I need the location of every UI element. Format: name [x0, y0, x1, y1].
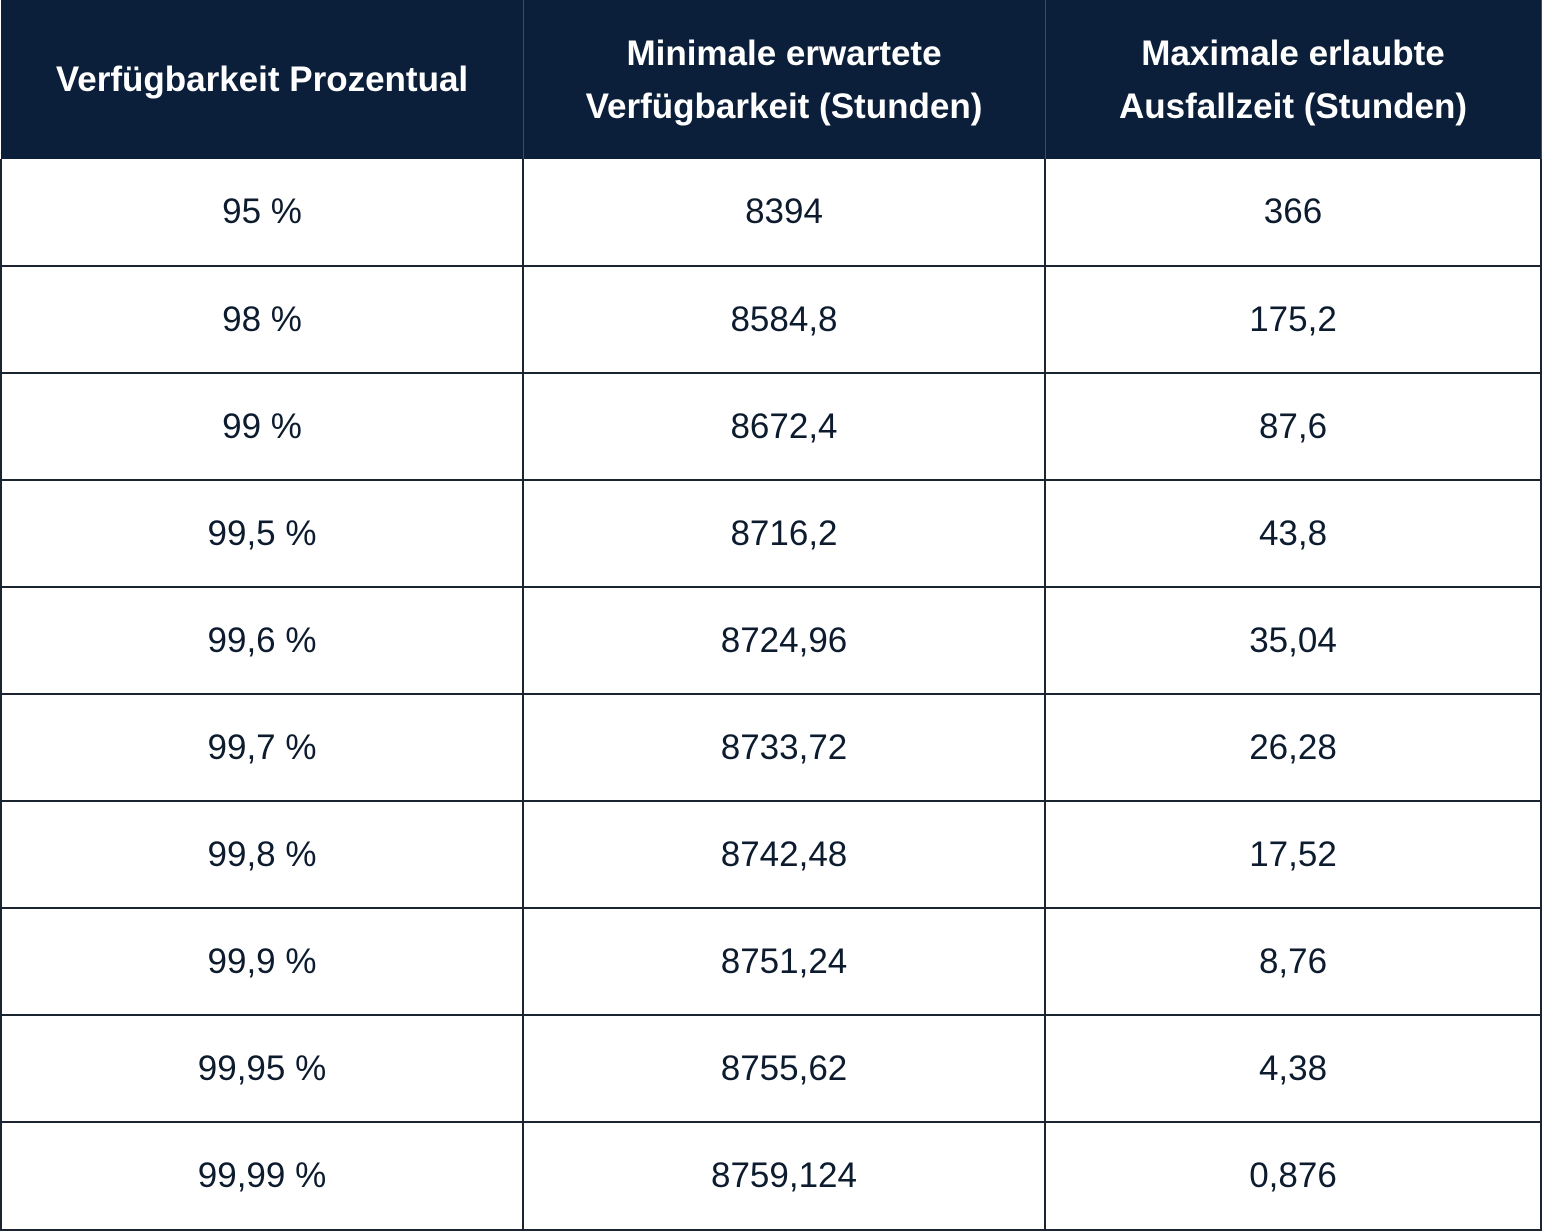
cell-max-downtime-hours: 43,8 [1044, 479, 1542, 588]
table-row: 99,8 % 8742,48 17,52 [0, 800, 1542, 909]
table-row: 99,6 % 8724,96 35,04 [0, 586, 1542, 695]
cell-max-downtime-hours: 17,52 [1044, 800, 1542, 909]
cell-min-availability-hours: 8733,72 [522, 693, 1046, 802]
cell-min-availability-hours: 8716,2 [522, 479, 1046, 588]
cell-availability-percent: 99,99 % [0, 1121, 524, 1231]
cell-availability-percent: 98 % [0, 265, 524, 374]
cell-min-availability-hours: 8672,4 [522, 372, 1046, 481]
cell-availability-percent: 99,8 % [0, 800, 524, 909]
cell-min-availability-hours: 8751,24 [522, 907, 1046, 1016]
cell-min-availability-hours: 8584,8 [522, 265, 1046, 374]
header-max-allowed-downtime: Maximale erlaubte Ausfallzeit (Stunden) [1044, 0, 1542, 159]
table-row: 95 % 8394 366 [0, 159, 1542, 267]
cell-availability-percent: 99,95 % [0, 1014, 524, 1123]
cell-min-availability-hours: 8742,48 [522, 800, 1046, 909]
table-header: Verfügbarkeit Prozentual Minimale erwart… [0, 0, 1542, 159]
header-min-expected-availability: Minimale erwartete Verfügbarkeit (Stunde… [522, 0, 1046, 159]
table-row: 99,5 % 8716,2 43,8 [0, 479, 1542, 588]
table-row: 99,9 % 8751,24 8,76 [0, 907, 1542, 1016]
cell-availability-percent: 99 % [0, 372, 524, 481]
table-row: 99,99 % 8759,124 0,876 [0, 1121, 1542, 1231]
table-row: 99,7 % 8733,72 26,28 [0, 693, 1542, 802]
cell-availability-percent: 99,9 % [0, 907, 524, 1016]
table-row: 98 % 8584,8 175,2 [0, 265, 1542, 374]
cell-min-availability-hours: 8759,124 [522, 1121, 1046, 1231]
table-row: 99 % 8672,4 87,6 [0, 372, 1542, 481]
header-availability-percent: Verfügbarkeit Prozentual [0, 0, 524, 159]
cell-max-downtime-hours: 366 [1044, 159, 1542, 267]
cell-availability-percent: 99,7 % [0, 693, 524, 802]
cell-max-downtime-hours: 4,38 [1044, 1014, 1542, 1123]
cell-min-availability-hours: 8394 [522, 159, 1046, 267]
cell-min-availability-hours: 8724,96 [522, 586, 1046, 695]
cell-max-downtime-hours: 0,876 [1044, 1121, 1542, 1231]
cell-max-downtime-hours: 87,6 [1044, 372, 1542, 481]
table-row: 99,95 % 8755,62 4,38 [0, 1014, 1542, 1123]
cell-max-downtime-hours: 175,2 [1044, 265, 1542, 374]
header-row: Verfügbarkeit Prozentual Minimale erwart… [0, 0, 1542, 159]
cell-max-downtime-hours: 26,28 [1044, 693, 1542, 802]
cell-max-downtime-hours: 35,04 [1044, 586, 1542, 695]
table-body: 95 % 8394 366 98 % 8584,8 175,2 99 % 867… [0, 159, 1542, 1231]
cell-min-availability-hours: 8755,62 [522, 1014, 1046, 1123]
cell-max-downtime-hours: 8,76 [1044, 907, 1542, 1016]
cell-availability-percent: 99,5 % [0, 479, 524, 588]
cell-availability-percent: 95 % [0, 159, 524, 267]
cell-availability-percent: 99,6 % [0, 586, 524, 695]
